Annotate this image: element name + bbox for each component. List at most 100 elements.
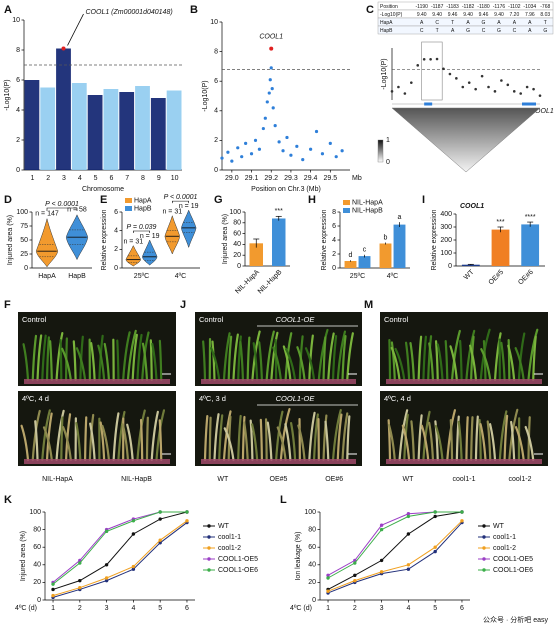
- snp-point: [268, 78, 272, 82]
- table-cell: A: [466, 20, 470, 26]
- y-tick-label: 0: [332, 265, 336, 272]
- series-point: [406, 563, 411, 567]
- plant-leaf: [89, 422, 96, 462]
- pot-row: [386, 379, 542, 384]
- table-cell: 7.96: [525, 12, 535, 18]
- table-cell: -1187: [431, 4, 444, 10]
- series-point: [460, 510, 464, 514]
- table-cell: C: [420, 28, 424, 34]
- plant-leaf: [208, 416, 212, 462]
- plant-leaf: [222, 332, 231, 382]
- series-line: [327, 511, 463, 590]
- y-tick-label: 40: [233, 241, 241, 248]
- y-tick-label: 300: [440, 224, 452, 231]
- series-point: [379, 527, 384, 532]
- photo-caption: NIL-HapB: [121, 476, 152, 483]
- plant-leaf: [42, 426, 53, 462]
- y-tick-label: 75: [20, 223, 28, 230]
- panel-letter: G: [214, 194, 223, 206]
- legend-label: COOL1-OE6: [493, 567, 533, 574]
- n-label: n = 31: [123, 238, 143, 245]
- plant-leaf: [227, 415, 232, 462]
- photo-label: 4ºC, 4 d: [22, 394, 49, 403]
- plant-leaf: [331, 334, 338, 382]
- bar: [272, 218, 286, 266]
- table-cell: A: [528, 28, 532, 34]
- legend-swatch: [125, 206, 132, 211]
- p-bracket: [172, 200, 189, 204]
- x-tick-label: 3: [105, 605, 109, 612]
- snp-point: [390, 90, 394, 93]
- plant-leaf: [250, 423, 259, 462]
- plant-leaf: [45, 336, 50, 382]
- y-tick-label: 100: [440, 250, 452, 257]
- x-tick-label: HapB: [68, 273, 86, 280]
- chromosome-column: [103, 89, 119, 170]
- table-cell: A: [513, 20, 517, 26]
- x-tick-label: 1: [326, 605, 330, 612]
- plant-leaf: [41, 334, 47, 382]
- table-cell: -1180: [477, 4, 490, 10]
- plant-leaf: [510, 420, 516, 462]
- series-point: [185, 519, 189, 523]
- y-tick-label: 0: [214, 167, 218, 174]
- plant-leaf: [527, 328, 539, 382]
- plant-leaf: [241, 415, 246, 462]
- series-point: [433, 514, 437, 519]
- x-tick-label: 9: [157, 175, 161, 182]
- table-cell: 9.40: [417, 12, 427, 18]
- letter-label: a: [398, 214, 402, 221]
- plant-leaf: [322, 414, 328, 462]
- x-tick-label: 1: [30, 175, 34, 182]
- plant-leaf: [64, 413, 72, 462]
- legend-marker: [207, 546, 211, 550]
- snp-point: [442, 67, 445, 71]
- chromosome-column: [56, 48, 71, 170]
- x-tick-label: 25ºC: [134, 273, 149, 280]
- legend-label: HapA: [134, 197, 152, 204]
- plant-leaf: [72, 340, 77, 382]
- x-tick-label: 29.0: [225, 175, 239, 182]
- table-cell: A: [497, 20, 501, 26]
- plant-leaf: [126, 423, 134, 462]
- bar: [491, 229, 510, 266]
- plant-leaf: [272, 346, 282, 382]
- y-tick-label: 2: [16, 137, 20, 144]
- table-cell: C: [482, 28, 486, 34]
- plant-leaf: [101, 424, 110, 462]
- snp-point: [532, 87, 535, 91]
- x-axis-label: Position on Chr.3 (Mb): [251, 186, 321, 193]
- legend-swatch: [343, 200, 350, 205]
- x-axis-label: 4ºC (d): [290, 605, 312, 612]
- series-point: [131, 532, 136, 536]
- legend-marker: [207, 535, 211, 539]
- panel-letter: K: [4, 494, 12, 506]
- series-point: [185, 510, 189, 514]
- y-tick-label: 8: [332, 209, 336, 216]
- plant-leaf: [390, 341, 396, 382]
- plant-leaf: [422, 335, 427, 382]
- snp-point: [257, 147, 262, 151]
- plant-leaf: [121, 423, 130, 462]
- pot-row: [24, 379, 170, 384]
- plant-leaf: [331, 408, 342, 462]
- plant-leaf: [150, 410, 159, 462]
- plant-leaf: [428, 342, 435, 382]
- letter-label: b: [384, 234, 388, 241]
- y-tick-label: 60: [33, 544, 41, 551]
- snp-point: [281, 149, 285, 153]
- plant-leaf: [22, 343, 30, 382]
- table-row: [377, 25, 554, 35]
- plant-leaf: [62, 426, 72, 462]
- plant-leaf: [136, 409, 146, 462]
- colorbar: [377, 139, 384, 163]
- highlight-band: [421, 41, 443, 101]
- plant-leaf: [478, 418, 482, 462]
- y-tick-label: 6: [214, 78, 218, 85]
- legend-marker: [207, 568, 211, 572]
- series-point: [78, 561, 82, 565]
- x-tick-label: 1: [51, 605, 55, 612]
- snp-point: [448, 72, 452, 76]
- photo-label: 4ºC, 4 d: [384, 394, 411, 403]
- panel-letter: A: [4, 4, 12, 16]
